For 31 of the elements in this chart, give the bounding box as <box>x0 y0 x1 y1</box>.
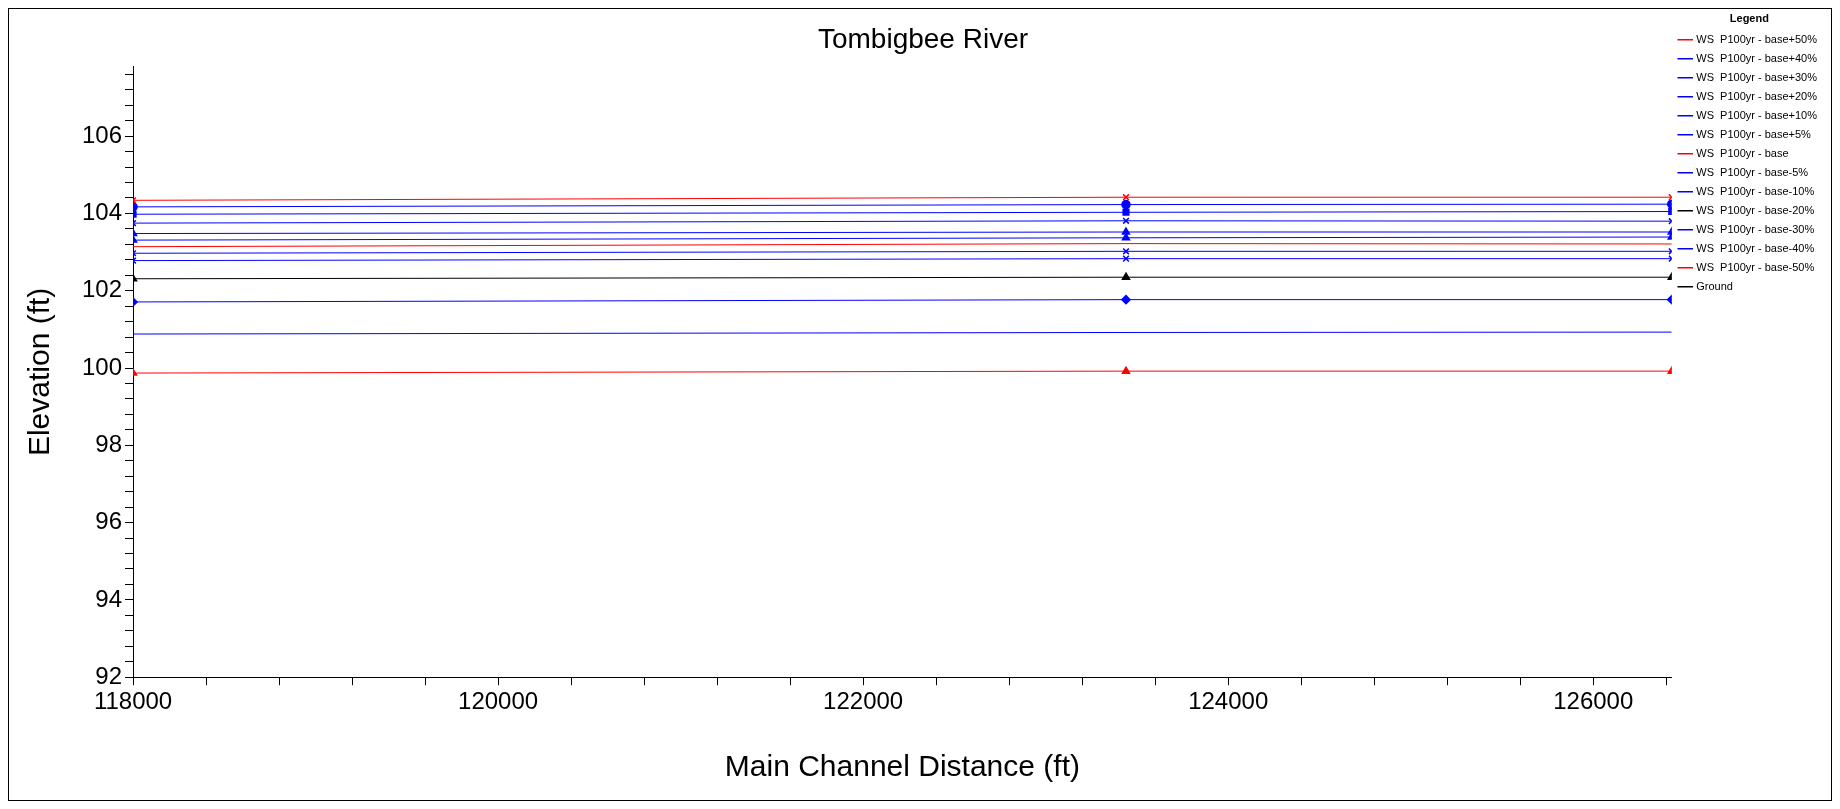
legend-label: WS P100yr - base-50% <box>1696 260 1815 273</box>
x-axis-title: Main Channel Distance (ft) <box>724 749 1080 783</box>
chart-title: Tombigbee River <box>817 22 1029 54</box>
y-tick-label: 102 <box>82 275 123 303</box>
legend-label: Ground <box>1696 279 1733 292</box>
y-tick-label: 104 <box>82 198 123 226</box>
legend-label: WS P100yr - base+30% <box>1696 70 1818 83</box>
x-tick-label: 126000 <box>1553 687 1634 715</box>
legend-label: WS P100yr - base-10% <box>1696 184 1815 197</box>
legend-label: WS P100yr - base-5% <box>1696 165 1809 178</box>
y-tick-label: 96 <box>95 507 123 535</box>
y-tick-label: 94 <box>95 584 123 612</box>
x-tick-label: 124000 <box>1188 687 1269 715</box>
x-tick-label: 118000 <box>93 687 173 715</box>
legend-label: WS P100yr - base+40% <box>1696 51 1818 64</box>
x-tick-label: 120000 <box>458 687 539 715</box>
legend-label: WS P100yr - base+50% <box>1696 32 1818 45</box>
legend-label: WS P100yr - base <box>1696 146 1789 159</box>
y-axis-title: Elevation (ft) <box>22 287 56 457</box>
y-tick-label: 98 <box>95 429 123 457</box>
y-tick-label: 92 <box>95 661 123 689</box>
y-tick-label: 106 <box>82 120 123 148</box>
legend-label: WS P100yr - base+5% <box>1696 127 1812 140</box>
legend-label: WS P100yr - base+10% <box>1696 108 1818 121</box>
y-tick-label: 100 <box>82 352 123 380</box>
legend-label: WS P100yr - base-30% <box>1696 222 1815 235</box>
legend-label: WS P100yr - base-20% <box>1696 203 1815 216</box>
x-tick-label: 122000 <box>823 687 904 715</box>
legend-label: WS P100yr - base+20% <box>1696 89 1818 102</box>
legend-title: Legend <box>1729 11 1769 24</box>
legend-label: WS P100yr - base-40% <box>1696 241 1815 254</box>
